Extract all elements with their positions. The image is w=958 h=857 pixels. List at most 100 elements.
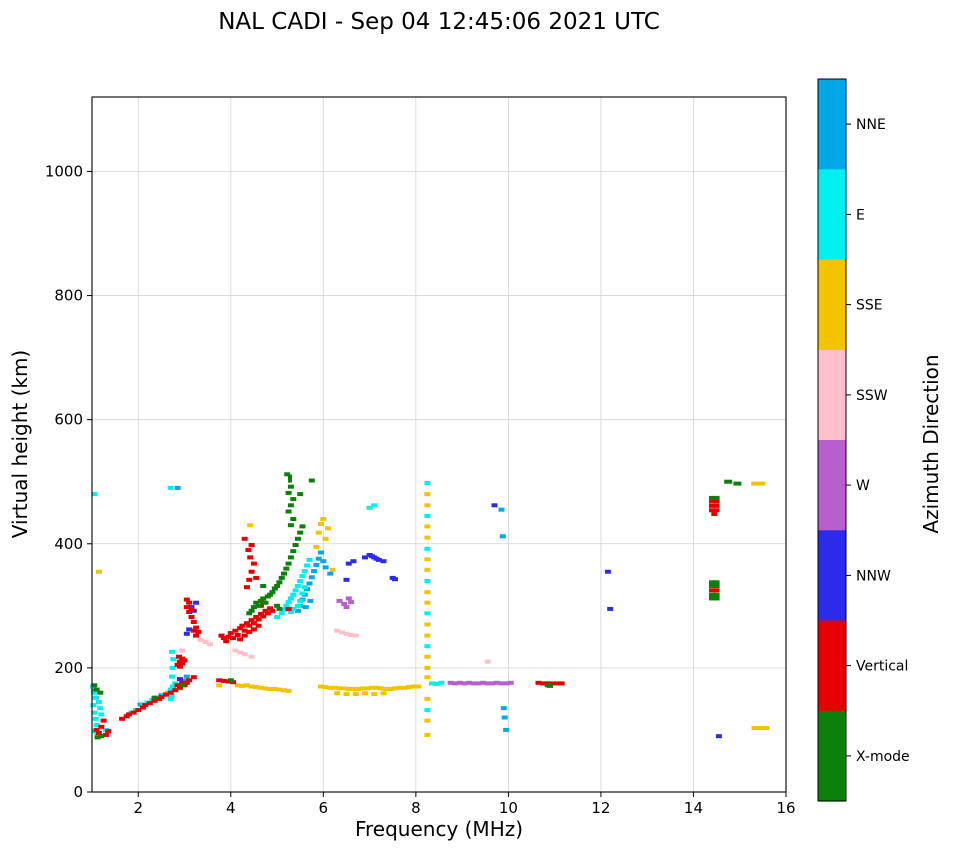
data-point [392, 577, 398, 582]
data-point [501, 715, 508, 720]
data-point [105, 729, 112, 734]
data-point [190, 628, 197, 633]
data-point [322, 536, 329, 541]
data-point [167, 696, 174, 701]
data-point [373, 685, 380, 690]
data-point [281, 571, 287, 576]
data-point [246, 577, 253, 582]
colorbar-tick-label: SSW [856, 388, 888, 404]
data-point [424, 732, 431, 737]
data-point [255, 603, 262, 608]
data-point [241, 628, 248, 633]
y-tick-label: 1000 [45, 162, 83, 180]
x-tick-label: 2 [133, 799, 143, 817]
data-point [197, 638, 204, 642]
data-point [348, 633, 355, 637]
data-point [97, 690, 104, 695]
data-point [401, 685, 408, 690]
data-point [227, 631, 234, 636]
data-point [262, 600, 269, 605]
data-point [362, 555, 368, 560]
data-point [246, 611, 253, 616]
data-point [287, 555, 294, 560]
data-point [97, 706, 104, 711]
data-point [255, 623, 262, 628]
data-point [368, 685, 375, 690]
data-point [709, 503, 715, 508]
data-point [91, 710, 98, 715]
data-point [267, 606, 274, 611]
data-point [540, 681, 547, 686]
data-point [294, 608, 301, 613]
data-point [424, 524, 431, 529]
data-point [179, 680, 186, 685]
data-point [424, 665, 431, 670]
data-point [334, 628, 341, 633]
x-tick-label: 6 [319, 799, 329, 817]
data-point [241, 536, 248, 541]
data-point [95, 569, 102, 574]
data-point [355, 687, 361, 691]
data-point [250, 627, 257, 632]
data-point [461, 681, 468, 686]
data-point [371, 692, 378, 696]
data-point [424, 579, 431, 583]
data-point [239, 623, 246, 628]
data-point [186, 678, 193, 683]
data-point [176, 654, 182, 659]
data-point [327, 571, 334, 576]
tick-labels: 2 4 6 8 10 12 14 16 0 200 400 600 800 1000 [45, 162, 796, 817]
data-point [452, 681, 459, 686]
data-point [169, 674, 175, 679]
data-point [195, 629, 202, 634]
data-point [91, 695, 98, 700]
data-point [438, 680, 445, 685]
data-point [489, 681, 496, 686]
data-point [382, 687, 389, 691]
data-point [709, 596, 715, 601]
data-point [359, 686, 366, 691]
data-point [475, 681, 482, 686]
data-point [276, 580, 283, 585]
data-point [278, 611, 285, 616]
data-point [299, 574, 306, 579]
data-point [257, 611, 264, 616]
data-point [325, 526, 331, 531]
data-point [336, 598, 343, 603]
data-point [709, 584, 715, 588]
data-point [733, 481, 742, 486]
data-point [299, 524, 306, 529]
data-point [334, 691, 341, 696]
data-point [234, 633, 241, 637]
data-point [604, 569, 611, 574]
colorbar-segment-SSE [818, 259, 846, 351]
data-point [308, 478, 315, 483]
data-point [549, 681, 556, 686]
data-point [751, 481, 766, 486]
data-point [424, 600, 431, 605]
data-point [183, 631, 190, 636]
data-point [167, 485, 174, 490]
data-point [345, 687, 352, 691]
series-W [336, 596, 514, 686]
colorbar-segment-NNE [818, 79, 846, 170]
data-point [183, 605, 190, 610]
data-point [318, 521, 324, 526]
data-point [500, 706, 507, 711]
colorbar-segment-W [818, 440, 846, 531]
data-point [257, 598, 264, 603]
data-point [146, 701, 153, 706]
data-point [246, 629, 253, 634]
data-point [491, 503, 498, 508]
data-point [364, 686, 371, 691]
data-point [290, 592, 297, 597]
data-point [713, 503, 720, 508]
data-point [410, 684, 417, 689]
data-point [271, 687, 278, 691]
data-point [284, 472, 291, 477]
data-point [119, 716, 126, 721]
data-point [375, 557, 382, 562]
data-point [484, 659, 491, 664]
data-point [396, 685, 403, 690]
data-point [297, 492, 304, 497]
